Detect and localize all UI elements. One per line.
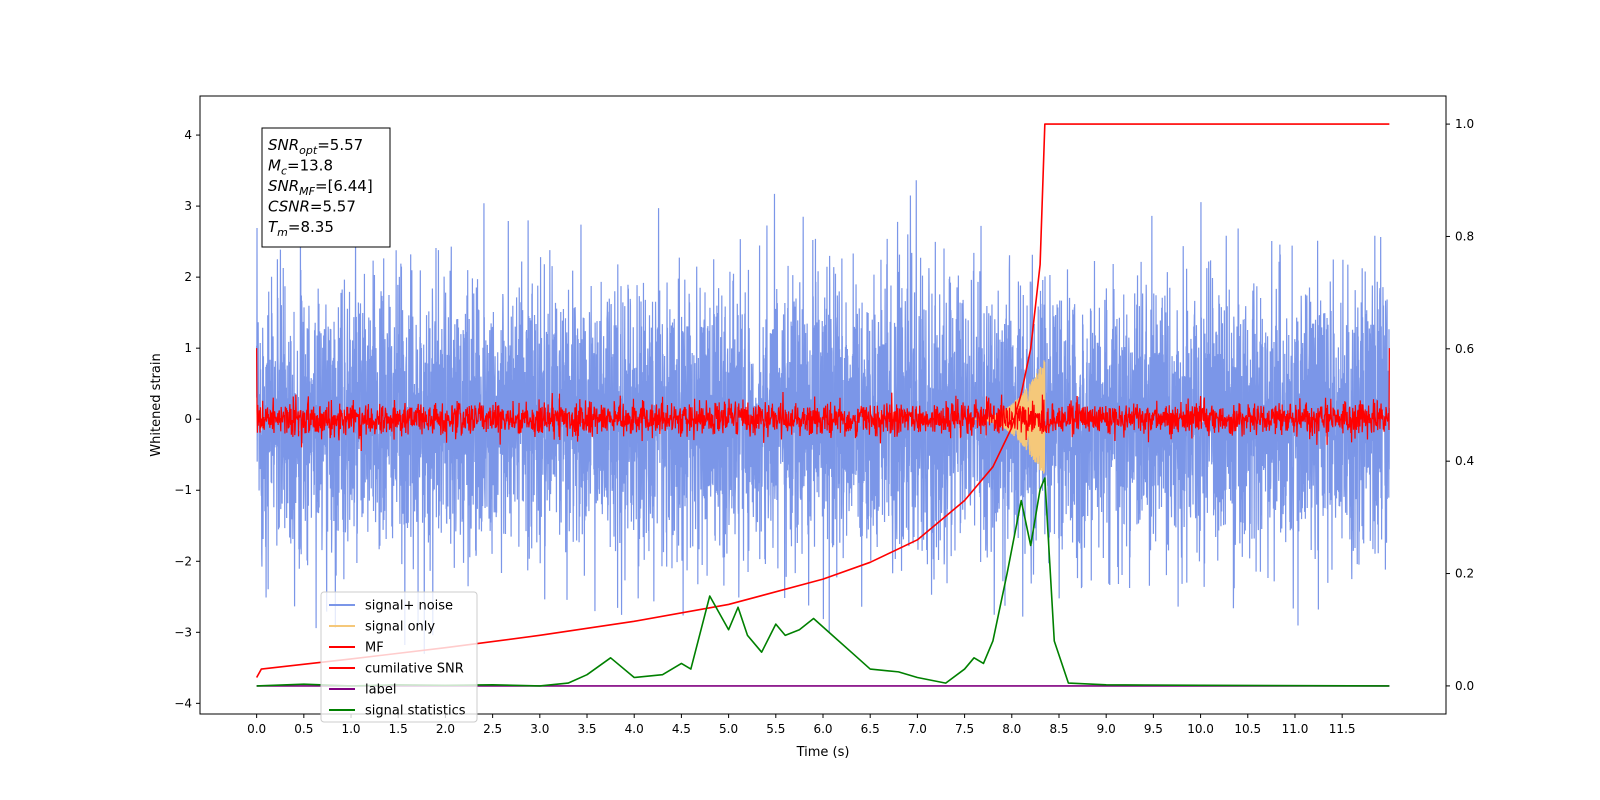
x-tick-label: 7.0 — [908, 722, 927, 736]
x-tick-label: 0.5 — [294, 722, 313, 736]
y-tick-label: 0 — [184, 412, 192, 426]
y-axis-left: −4 −3 −2 −1 0 1 2 3 4 — [174, 128, 200, 710]
annotation-line: CSNR=5.57 — [268, 198, 356, 216]
y-tick-label: −1 — [174, 483, 192, 497]
annotation-line: Tm=8.35 — [268, 218, 334, 239]
legend-label: MF — [365, 641, 384, 656]
x-tick-label: 5.5 — [766, 722, 785, 736]
legend-label: signal only — [365, 620, 435, 635]
x-tick-label: 7.5 — [955, 722, 974, 736]
annotation-line: Mc=13.8 — [268, 157, 333, 178]
y-axis-title: Whitened strain — [149, 353, 164, 456]
x-tick-label: 1.0 — [341, 722, 360, 736]
y-tick-label: −2 — [174, 554, 192, 568]
y2-tick-label: 0.0 — [1455, 679, 1474, 693]
x-tick-label: 2.5 — [483, 722, 502, 736]
x-tick-label: 8.5 — [1049, 722, 1068, 736]
y-tick-label: 1 — [184, 341, 192, 355]
x-tick-label: 1.5 — [389, 722, 408, 736]
y-axis-right: 0.0 0.2 0.4 0.6 0.8 1.0 — [1446, 117, 1474, 693]
series-signal-statistics — [256, 477, 1390, 687]
y-tick-label: −4 — [174, 696, 192, 710]
x-tick-label: 3.0 — [530, 722, 549, 736]
legend-label: cumilative SNR — [365, 662, 464, 677]
y2-tick-label: 0.2 — [1455, 567, 1474, 581]
x-tick-label: 8.0 — [1002, 722, 1021, 736]
annotation-box — [261, 127, 391, 248]
x-tick-label: 10.0 — [1187, 722, 1214, 736]
y-tick-label: −3 — [174, 625, 192, 639]
y-tick-label: 4 — [184, 128, 192, 142]
legend-label: label — [365, 683, 396, 698]
legend: signal+ noise signal only MF cumilative SNR… — [320, 591, 478, 723]
annotation-line: SNRopt=5.57 — [268, 136, 363, 157]
x-tick-label: 6.0 — [813, 722, 832, 736]
x-tick-label: 3.5 — [577, 722, 596, 736]
x-tick-label: 4.5 — [672, 722, 691, 736]
legend-label: signal+ noise — [365, 599, 453, 614]
y-tick-label: 3 — [184, 199, 192, 213]
y-tick-label: 2 — [184, 270, 192, 284]
legend-label: signal statistics — [365, 704, 466, 719]
x-tick-label: 4.0 — [625, 722, 644, 736]
series-mf — [256, 348, 1390, 452]
x-tick-label: 6.5 — [861, 722, 880, 736]
x-tick-label: 9.5 — [1144, 722, 1163, 736]
x-tick-label: 11.5 — [1329, 722, 1356, 736]
y2-tick-label: 0.4 — [1455, 454, 1474, 468]
y2-tick-label: 0.6 — [1455, 342, 1474, 356]
legend-box — [320, 591, 478, 723]
x-tick-label: 5.0 — [719, 722, 738, 736]
x-tick-label: 11.0 — [1282, 722, 1309, 736]
x-axis-title: Time (s) — [796, 745, 850, 760]
x-tick-label: 2.0 — [436, 722, 455, 736]
x-tick-label: 9.0 — [1097, 722, 1116, 736]
y2-tick-label: 1.0 — [1455, 117, 1474, 131]
annotation-line: SNRMF=[6.44] — [268, 177, 373, 198]
x-axis: 0.0 0.5 1.0 1.5 2.0 2.5 3.0 3.5 4.0 4.5 5.0 5.5 6.0 6… — [247, 714, 1356, 736]
x-tick-label: 10.5 — [1234, 722, 1261, 736]
y2-tick-label: 0.8 — [1455, 229, 1474, 243]
x-tick-label: 0.0 — [247, 722, 266, 736]
